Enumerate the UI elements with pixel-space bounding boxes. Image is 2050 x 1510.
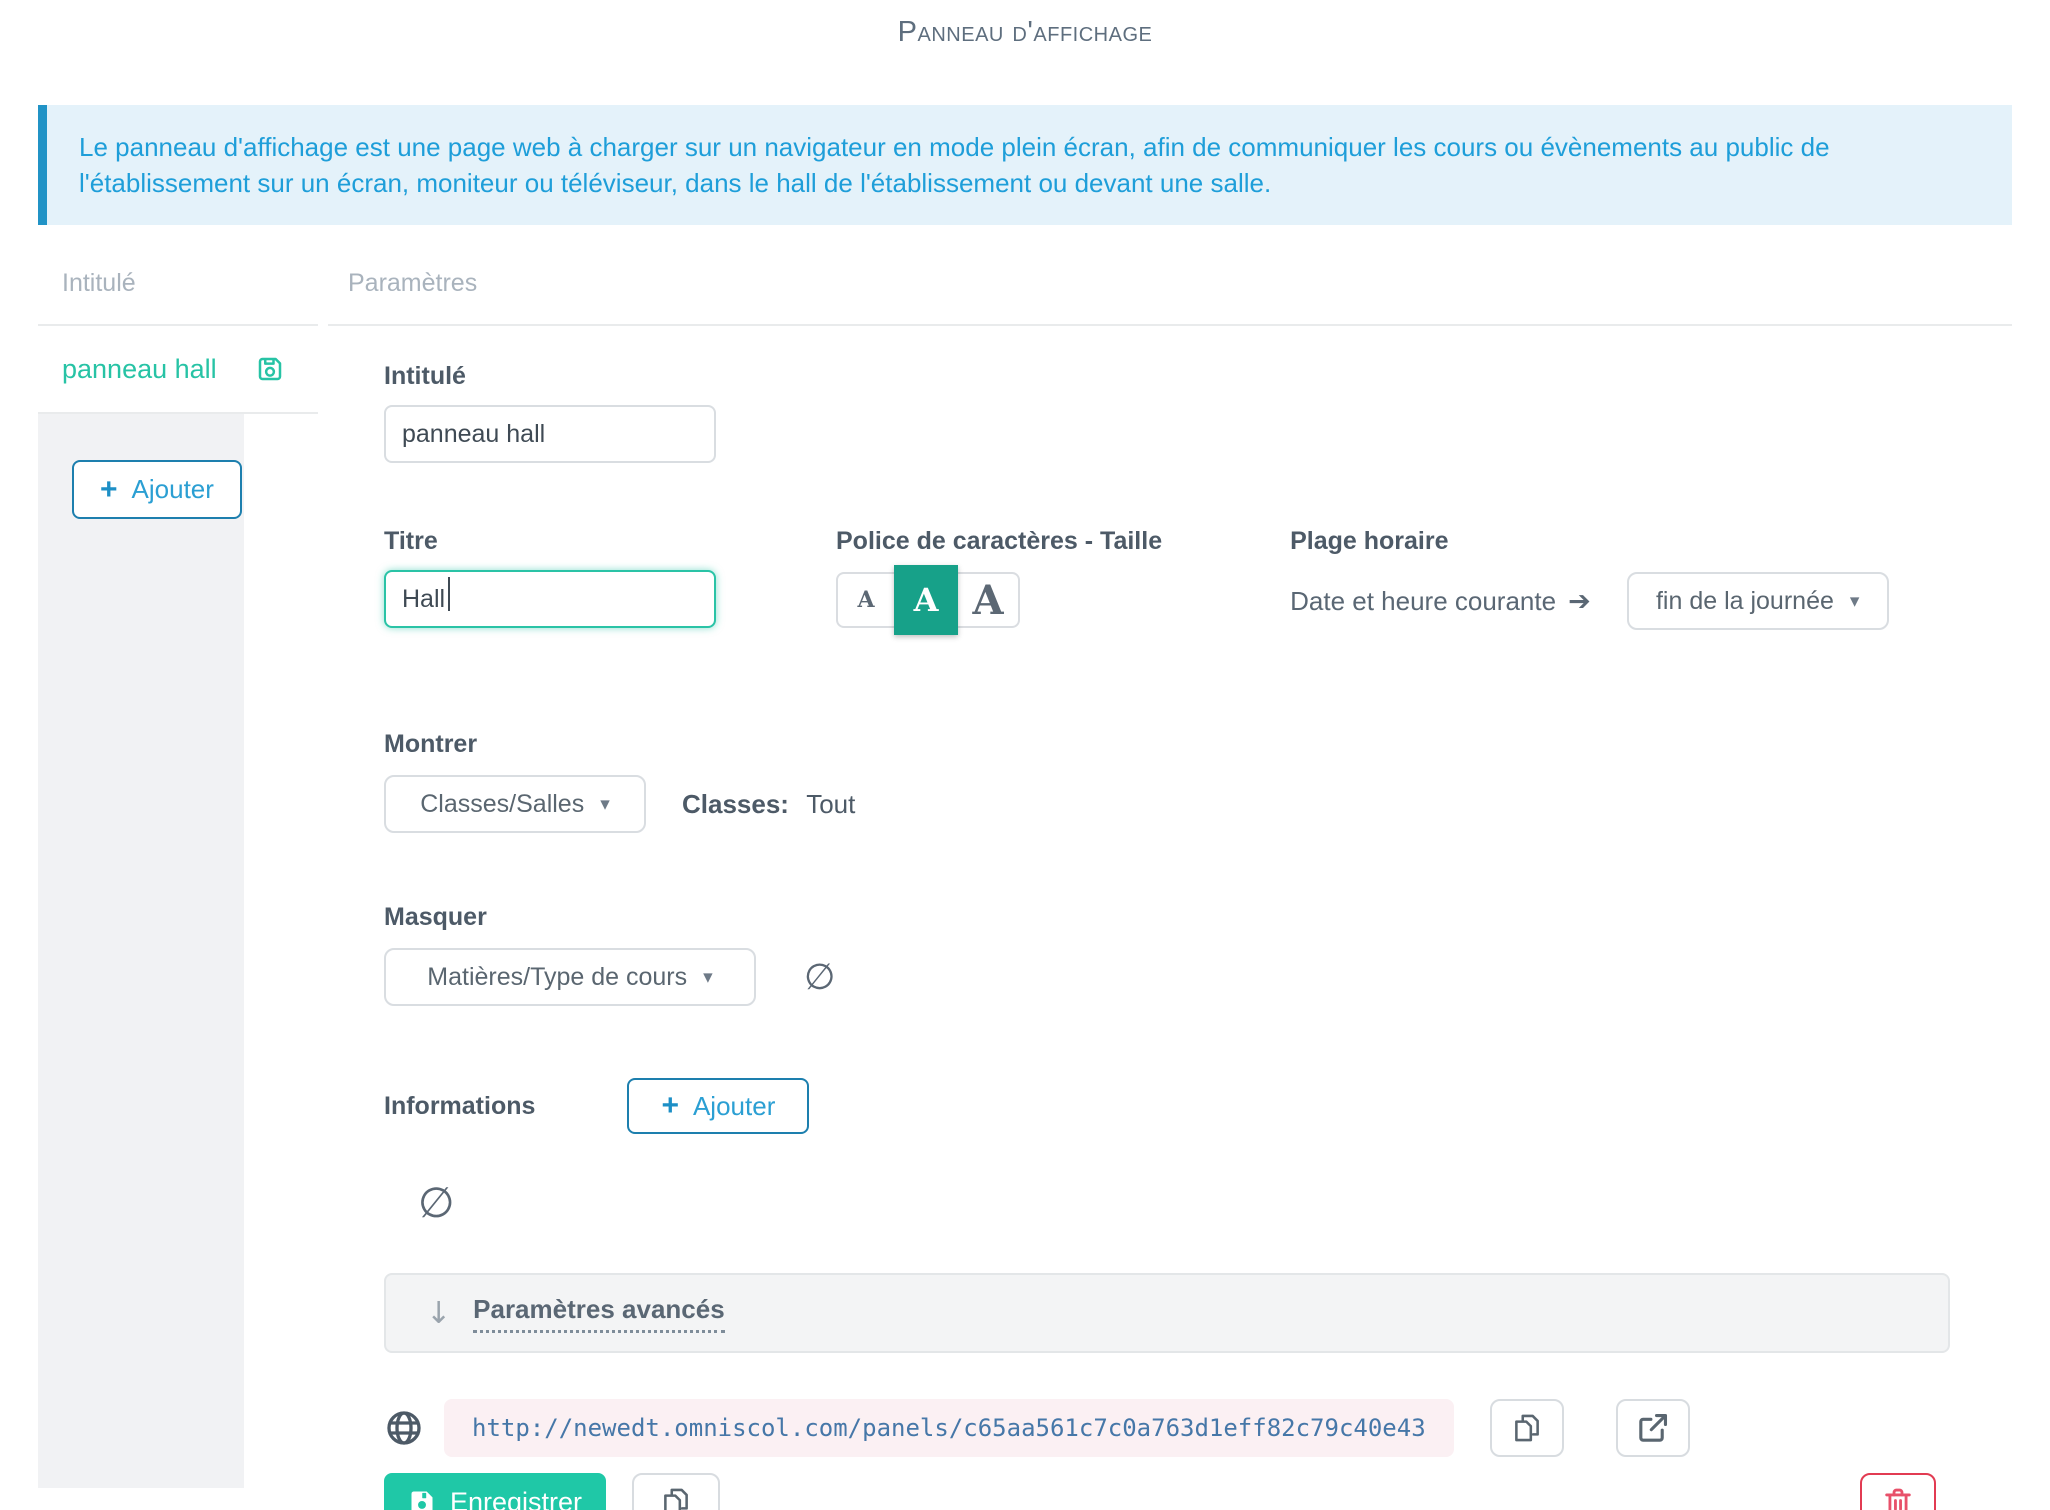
font-size-group-section: Police de caractères - Taille A A A	[836, 527, 1163, 635]
copy-icon	[659, 1485, 693, 1510]
font-size-medium-button[interactable]: A	[894, 565, 958, 635]
add-panel-label: Ajouter	[131, 474, 214, 504]
delete-button[interactable]	[1860, 1473, 1936, 1510]
titre-input[interactable]	[384, 570, 716, 628]
titre-label: Titre	[384, 527, 438, 555]
sidebar: panneau hall + Ajouter	[38, 326, 318, 1488]
plage-prefix: Date et heure courante	[1290, 585, 1557, 616]
save-icon	[255, 354, 285, 384]
montrer-label: Montrer	[384, 730, 478, 758]
arrow-right-icon: ➔	[1568, 585, 1591, 617]
sidebar-item-panneau-hall[interactable]: panneau hall	[38, 326, 318, 414]
plage-label: Plage horaire	[1290, 527, 1449, 555]
advanced-settings-toggle[interactable]: ↓ Paramètres avancés	[384, 1273, 1950, 1353]
font-size-large-button[interactable]: A	[958, 574, 1018, 626]
montrer-section: Montrer Classes/Salles ▾ Classes: Tout	[384, 730, 2012, 833]
font-size-small-button[interactable]: A	[838, 574, 894, 626]
column-header-intitule: Intitulé	[38, 269, 318, 326]
arrow-down-icon: ↓	[426, 1295, 452, 1331]
informations-section: Informations + Ajouter	[384, 1078, 2012, 1134]
plage-horaire-section: Plage horaire Date et heure courante ➔ f…	[1290, 527, 1889, 630]
copy-icon	[1510, 1411, 1544, 1445]
page-title: Panneau d'affichage	[897, 16, 1153, 48]
caret-down-icon: ▾	[1849, 590, 1860, 612]
page-body: Le panneau d'affichage est une page web …	[0, 105, 2050, 1510]
external-link-icon	[1636, 1411, 1670, 1445]
panel-url-row: http://newedt.omniscol.com/panels/c65aa5…	[384, 1399, 2012, 1457]
text-cursor	[448, 577, 450, 611]
titre-group: Titre	[384, 527, 716, 628]
classes-label: Classes:	[682, 788, 789, 819]
masquer-select[interactable]: Matières/Type de cours ▾	[384, 948, 756, 1006]
police-label: Police de caractères - Taille	[836, 527, 1163, 555]
montrer-select[interactable]: Classes/Salles ▾	[384, 775, 646, 833]
settings-form: Intitulé Titre Police de caractères - Ta…	[328, 326, 2012, 1510]
info-banner: Le panneau d'affichage est une page web …	[38, 105, 2012, 225]
masquer-section: Masquer Matières/Type de cours ▾ ∅	[384, 903, 2012, 1006]
classes-value: Tout	[806, 788, 856, 819]
column-header-parametres: Paramètres	[328, 269, 2012, 326]
font-size-segmented-control: A A A	[836, 565, 1020, 635]
empty-set-icon: ∅	[804, 956, 836, 998]
advanced-settings-label: Paramètres avancés	[473, 1294, 725, 1333]
plus-icon: +	[661, 1089, 679, 1122]
informations-label: Informations	[384, 1091, 536, 1120]
actions-row: Enregistrer	[384, 1473, 1950, 1510]
masquer-label: Masquer	[384, 903, 487, 931]
save-button[interactable]: Enregistrer	[384, 1473, 607, 1510]
columns-header: Intitulé Paramètres	[38, 269, 2012, 326]
sidebar-item-label: panneau hall	[62, 353, 217, 384]
sidebar-panel: + Ajouter	[38, 414, 244, 1488]
trash-icon	[1881, 1485, 1915, 1510]
panel-url[interactable]: http://newedt.omniscol.com/panels/c65aa5…	[444, 1399, 1454, 1457]
montrer-select-value: Classes/Salles	[420, 789, 585, 818]
duplicate-button[interactable]	[632, 1473, 721, 1510]
intitule-label: Intitulé	[384, 362, 466, 390]
masquer-select-value: Matières/Type de cours	[427, 962, 688, 991]
plage-select-value: fin de la journée	[1655, 586, 1834, 615]
plus-icon: +	[100, 472, 118, 506]
caret-down-icon: ▾	[703, 966, 713, 988]
classes-summary: Classes: Tout	[682, 789, 855, 820]
save-icon	[408, 1488, 436, 1510]
intitule-input[interactable]	[384, 405, 716, 463]
info-banner-text: Le panneau d'affichage est une page web …	[79, 132, 1830, 198]
open-url-button[interactable]	[1615, 1399, 1690, 1457]
caret-down-icon: ▾	[600, 793, 610, 815]
globe-icon	[384, 1408, 424, 1448]
add-panel-button[interactable]: + Ajouter	[72, 460, 242, 519]
add-information-button[interactable]: + Ajouter	[627, 1078, 810, 1134]
empty-set-icon: ∅	[418, 1178, 455, 1227]
add-information-label: Ajouter	[692, 1090, 776, 1121]
save-label: Enregistrer	[450, 1486, 583, 1510]
plage-select[interactable]: fin de la journée ▾	[1626, 572, 1889, 630]
copy-url-button[interactable]	[1489, 1399, 1564, 1457]
